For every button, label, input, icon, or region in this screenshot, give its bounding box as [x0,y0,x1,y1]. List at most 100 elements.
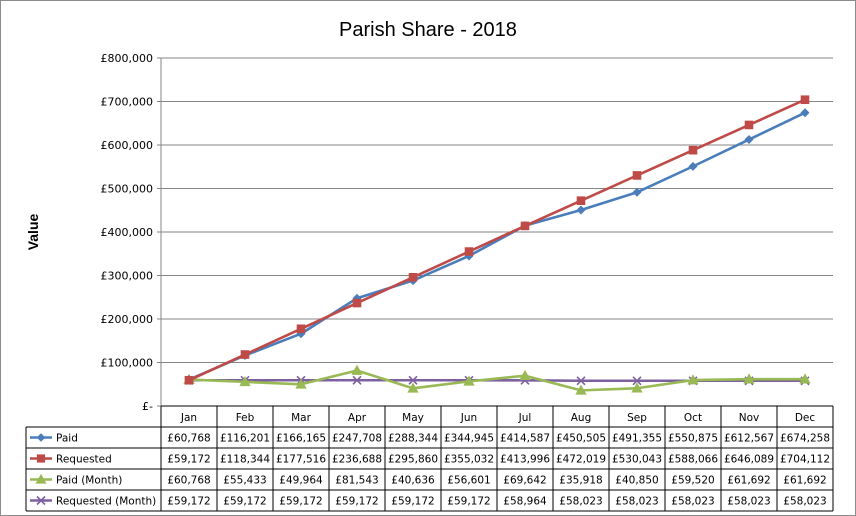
data-point [184,375,194,385]
data-point [631,382,643,393]
x-tick-label: Nov [739,412,760,424]
data-point [576,196,586,205]
table-cell: £59,172 [167,496,210,508]
y-tick-label: £300,000 [101,270,154,283]
x-tick-label: Jul [518,412,532,424]
table-cell: £288,344 [388,433,438,445]
data-point-stroke [576,376,586,386]
x-tick-label: Apr [348,412,367,424]
x-tick-label: Jun [460,412,477,424]
data-point [407,382,419,393]
table-cell: £355,032 [444,454,494,466]
data-point [239,376,251,387]
data-point [575,384,587,395]
table-cell: £59,172 [279,496,322,508]
table-cell: £704,112 [780,454,830,466]
y-tick-label: £200,000 [101,313,154,326]
data-point [743,373,755,384]
table-cell: £40,636 [391,475,435,487]
table-cell: £49,964 [279,475,323,487]
series-requested [184,95,810,385]
data-point [408,273,418,282]
legend-key [30,454,52,463]
table-cell: £56,601 [447,475,490,487]
data-point [36,454,46,463]
data-point [687,374,699,385]
table-cell: £59,172 [391,496,434,508]
data-point [352,298,362,308]
data-point [295,378,307,389]
x-tick-label: Jan [180,412,197,424]
data-point [576,376,586,386]
data-point [36,495,46,506]
table-cell: £59,172 [167,454,210,466]
data-point [744,120,754,130]
table-cell: £612,567 [724,433,774,445]
table-cell: £60,768 [167,433,210,445]
data-point [799,373,811,384]
x-tick-label: Feb [236,412,255,424]
table-cell: £588,066 [668,454,718,466]
data-point [35,473,47,484]
x-tick-label: Oct [684,412,702,424]
table-cell: £55,433 [223,475,266,487]
table-cell: £247,708 [332,433,382,445]
data-point [240,350,250,359]
data-point-stroke [632,376,642,386]
table-cell: £550,875 [668,433,718,445]
table-cell: £61,692 [783,475,826,487]
series-paid-month [183,364,811,395]
table-cell: £116,201 [220,433,270,445]
data-point [800,108,810,118]
legend-key [30,473,52,484]
data-point [296,324,306,334]
table-cell: £59,172 [335,496,378,508]
y-axis-label: Value [25,214,41,251]
data-point [408,375,418,385]
table-cell: £646,089 [724,454,774,466]
series-line [188,98,806,382]
x-tick-label: May [402,412,424,424]
data-point [688,145,698,155]
x-tick-label: Sep [627,412,647,424]
data-table: Jan Feb Mar Apr May Jun Jul Aug Sep Oct Nov Dec Paid… [25,405,834,512]
data-point-stroke [36,495,46,506]
table-cell: £81,543 [335,475,378,487]
table-cell: £58,964 [503,496,547,508]
table-cell: £58,023 [671,496,714,508]
data-point [632,376,642,386]
table-cell: £59,172 [223,496,266,508]
table-cell: £344,945 [444,433,494,445]
series-line [188,111,806,381]
data-point [800,95,810,105]
legend-series-name: Requested [56,454,112,466]
table-cell: £118,344 [220,454,270,466]
chart-title: Parish Share - 2018 [339,19,517,41]
table-cell: £450,505 [556,433,606,445]
data-point [688,161,698,171]
data-point [744,135,754,145]
x-tick-label: Dec [795,412,816,424]
y-tick-label: £700,000 [101,96,154,109]
x-tick-label: Mar [291,412,311,424]
table-cell: £414,587 [500,433,550,445]
table-cell: £40,850 [615,475,658,487]
table-cell: £35,918 [559,475,602,487]
table-cell: £236,688 [332,454,382,466]
y-tick-label: £- [142,400,153,413]
data-point-stroke [408,375,418,385]
data-point [632,187,642,197]
y-tick-label: £400,000 [101,226,154,239]
table-cell: £177,516 [276,454,326,466]
table-cell: £58,023 [615,496,658,508]
table-cell: £58,023 [727,496,770,508]
table-cell: £58,023 [783,496,826,508]
axes: £- £100,000 £200,000 £300,000 £400,000 £500,0… [101,52,162,413]
data-point [352,375,362,385]
table-cell: £58,023 [559,496,602,508]
table-cell: £59,172 [447,496,490,508]
y-tick-label: £100,000 [101,357,154,370]
data-point [351,364,363,375]
y-tick-label: £500,000 [101,183,154,196]
